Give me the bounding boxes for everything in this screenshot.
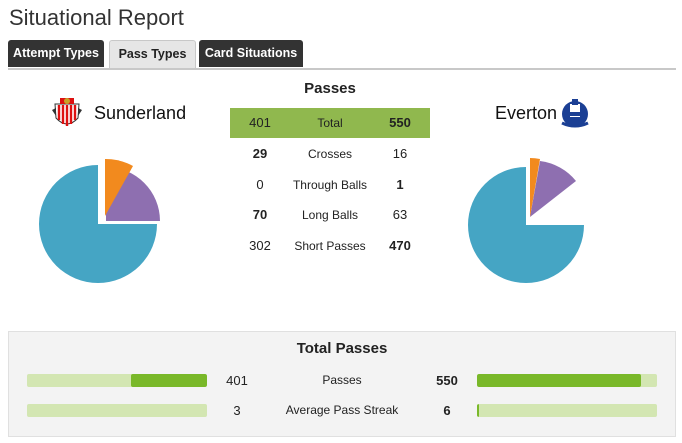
row-label: Total <box>317 116 343 130</box>
home-streak-bar <box>27 404 207 417</box>
sunderland-crest-icon <box>52 98 82 126</box>
home-pie-slice-short-passes <box>39 165 157 283</box>
passes-row-long-balls: 70 Long Balls 63 <box>230 200 430 230</box>
away-pass-types-pie <box>468 158 584 283</box>
row-label: Crosses <box>307 147 352 161</box>
away-streak-bar-fill <box>477 404 479 417</box>
away-long-balls-value: 63 <box>392 207 408 222</box>
row-label: Long Balls <box>301 208 359 222</box>
home-through-balls-value: 0 <box>256 177 264 192</box>
away-streak-bar <box>477 404 657 417</box>
away-passes-bar <box>477 374 657 387</box>
away-crosses-value: 16 <box>392 146 408 161</box>
home-short-passes-value: 302 <box>249 238 271 253</box>
passes-row-crosses: 29 Crosses 16 <box>230 139 430 169</box>
row-label: Short Passes <box>294 239 366 253</box>
home-crosses-value: 29 <box>252 146 268 161</box>
home-team-name: Sunderland <box>94 103 187 123</box>
tab-bar: Attempt Types Pass Types Card Situations <box>8 40 676 70</box>
passes-row-through-balls: 0 Through Balls 1 <box>230 170 430 200</box>
away-team-name: Everton <box>495 103 558 123</box>
tab-card-situations[interactable]: Card Situations <box>199 40 303 67</box>
away-pie-slice-long-balls <box>530 161 576 217</box>
away-through-balls-value: 1 <box>396 177 404 192</box>
tab-pass-types[interactable]: Pass Types <box>109 40 196 68</box>
home-passes-bar-fill <box>131 374 207 387</box>
away-streak-value: 6 <box>443 403 451 418</box>
page-title: Situational Report <box>9 5 184 30</box>
away-pie-slice-crosses <box>530 158 540 217</box>
row-label: Through Balls <box>292 178 368 192</box>
everton-crest-icon <box>561 99 589 128</box>
home-passes-bar <box>27 374 207 387</box>
away-passes-value: 550 <box>436 373 458 388</box>
home-total-value: 401 <box>249 115 271 130</box>
total-passes-panel: Total Passes 401 Passes 550 3 Average Pa… <box>8 331 676 437</box>
home-long-balls-value: 70 <box>252 207 268 222</box>
passes-row-short-passes: 302 Short Passes 470 <box>230 231 430 261</box>
home-pass-types-pie <box>39 158 160 283</box>
total-passes-title: Total Passes <box>296 340 388 357</box>
tab-attempt-types[interactable]: Attempt Types <box>8 40 104 67</box>
passes-title: Passes <box>304 80 356 97</box>
away-pie-slice-short-passes <box>468 167 584 283</box>
streak-label: Average Pass Streak <box>285 403 399 417</box>
away-short-passes-value: 470 <box>389 238 411 253</box>
home-pie-slice-crosses <box>105 158 133 216</box>
passes-label: Passes <box>322 373 362 387</box>
passes-row-total: 401 Total 550 <box>230 108 430 138</box>
away-passes-bar-fill <box>477 374 641 387</box>
away-total-value: 550 <box>389 115 411 130</box>
home-passes-value: 401 <box>226 373 248 388</box>
home-streak-value: 3 <box>233 403 241 418</box>
